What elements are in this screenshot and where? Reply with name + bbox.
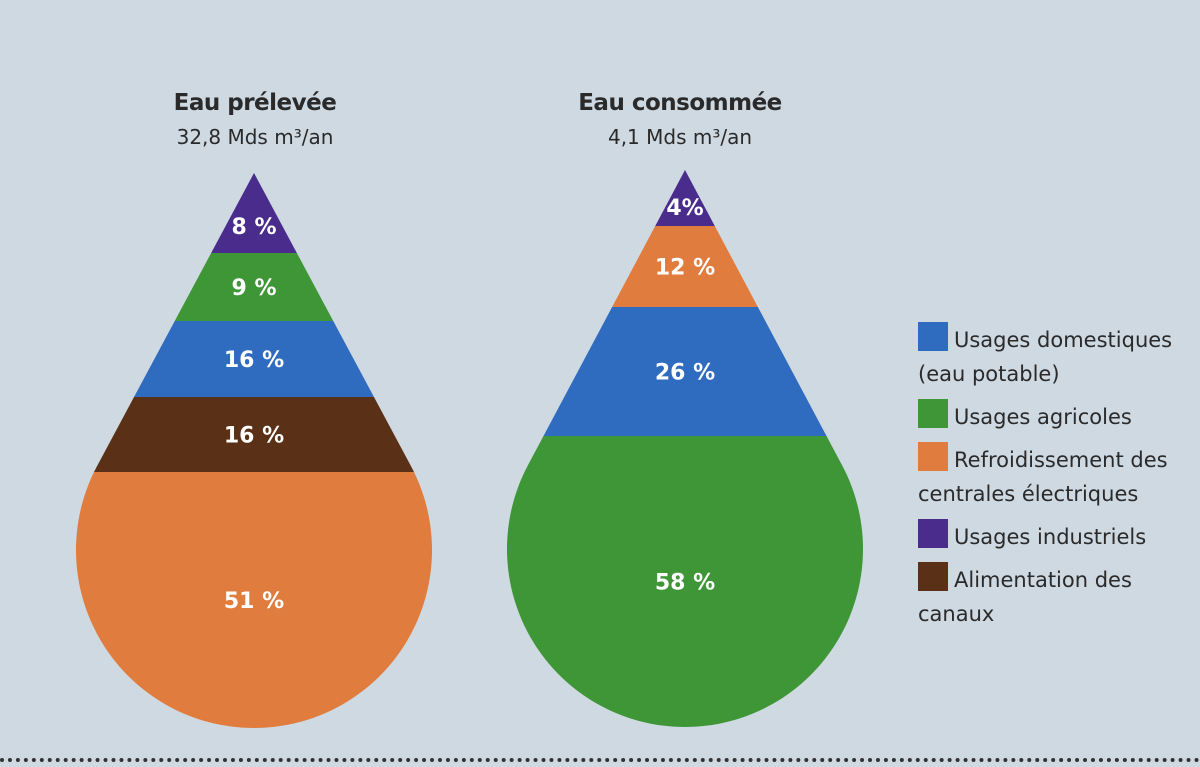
slice-label: 9 % bbox=[231, 276, 276, 301]
legend-label: Alimentation des canaux bbox=[918, 568, 1132, 626]
legend-swatch bbox=[918, 562, 948, 591]
legend-item: Alimentation des canaux bbox=[918, 562, 1198, 631]
drop-consommee bbox=[506, 170, 864, 728]
legend-swatch bbox=[918, 399, 948, 428]
legend-label: Usages domestiques (eau potable) bbox=[918, 328, 1173, 386]
slice-label: 26 % bbox=[655, 361, 715, 386]
legend-swatch bbox=[918, 322, 948, 351]
legend-item: Usages agricoles bbox=[918, 399, 1198, 434]
slice-label: 16 % bbox=[224, 424, 284, 449]
chart-title-right: Eau consommée bbox=[578, 90, 782, 116]
legend-label: Usages agricoles bbox=[954, 405, 1132, 429]
dotted-divider bbox=[0, 758, 1200, 762]
chart-subtitle-right: 4,1 Mds m³/an bbox=[607, 125, 753, 149]
legend-label: Usages industriels bbox=[954, 525, 1147, 549]
slice-label: 16 % bbox=[224, 348, 284, 373]
chart-title-left: Eau prélevée bbox=[173, 90, 337, 116]
legend-item: Refroidissement des centrales électrique… bbox=[918, 442, 1198, 511]
slice-label: 8 % bbox=[231, 215, 276, 240]
slice-label: 4% bbox=[666, 196, 703, 221]
legend-label: Refroidissement des centrales électrique… bbox=[918, 448, 1168, 506]
legend: Usages domestiques (eau potable) Usages … bbox=[918, 322, 1198, 639]
drop-slice bbox=[75, 397, 432, 473]
slice-label: 51 % bbox=[224, 589, 284, 614]
chart-subtitle-left: 32,8 Mds m³/an bbox=[176, 125, 334, 149]
slice-label: 58 % bbox=[655, 571, 715, 596]
legend-item: Usages industriels bbox=[918, 519, 1198, 554]
legend-swatch bbox=[918, 519, 948, 548]
drop-prelevee bbox=[75, 173, 432, 728]
drop-slice bbox=[75, 173, 432, 254]
legend-swatch bbox=[918, 442, 948, 471]
slice-label: 12 % bbox=[655, 256, 715, 281]
drop-slice bbox=[506, 436, 864, 728]
legend-item: Usages domestiques (eau potable) bbox=[918, 322, 1198, 391]
